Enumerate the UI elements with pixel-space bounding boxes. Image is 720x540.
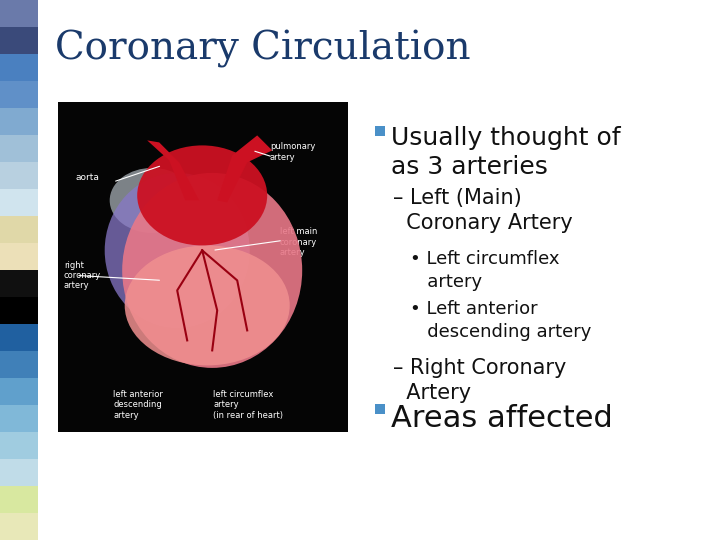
Text: – Right Coronary
  Artery: – Right Coronary Artery (393, 358, 567, 403)
Bar (0, 351, 38, 378)
Text: – Left (Main)
  Coronary Artery: – Left (Main) Coronary Artery (393, 188, 572, 233)
Bar (0, 486, 38, 513)
Text: left main
coronary
artery: left main coronary artery (280, 227, 318, 257)
Text: Areas affected: Areas affected (391, 404, 613, 433)
Text: • Left circumflex
   artery: • Left circumflex artery (410, 250, 559, 291)
Polygon shape (217, 136, 272, 202)
Bar (58, 102, 348, 432)
Text: Usually thought of
as 3 arteries: Usually thought of as 3 arteries (391, 126, 621, 179)
Bar (0, 378, 38, 405)
Bar (0, 162, 38, 189)
Text: left circumflex
artery
(in rear of heart): left circumflex artery (in rear of heart… (213, 390, 283, 420)
Text: aorta: aorta (76, 172, 100, 181)
Bar (0, 270, 38, 297)
Bar (0, 0, 38, 27)
Bar (0, 297, 38, 324)
Text: left anterior
descending
artery: left anterior descending artery (113, 390, 163, 420)
Polygon shape (147, 140, 199, 200)
Text: • Left anterior
   descending artery: • Left anterior descending artery (410, 300, 591, 341)
Bar (375, 404, 385, 414)
Bar (0, 432, 38, 459)
Bar (0, 108, 38, 135)
Bar (0, 27, 38, 54)
Bar (0, 405, 38, 432)
Bar (0, 81, 38, 108)
Bar (0, 216, 38, 243)
Ellipse shape (125, 245, 289, 366)
Ellipse shape (138, 145, 267, 245)
Bar (0, 459, 38, 486)
Bar (0, 135, 38, 162)
Text: pulmonary
artery: pulmonary artery (270, 143, 315, 161)
Text: Coronary Circulation: Coronary Circulation (55, 30, 471, 68)
Bar (0, 54, 38, 81)
Ellipse shape (109, 168, 194, 233)
Bar (0, 324, 38, 351)
Bar (0, 243, 38, 270)
Text: right
coronary
artery: right coronary artery (64, 260, 102, 291)
Ellipse shape (122, 173, 302, 368)
Bar (0, 189, 38, 216)
Ellipse shape (104, 173, 250, 328)
Bar (0, 513, 38, 540)
Bar (375, 126, 385, 136)
